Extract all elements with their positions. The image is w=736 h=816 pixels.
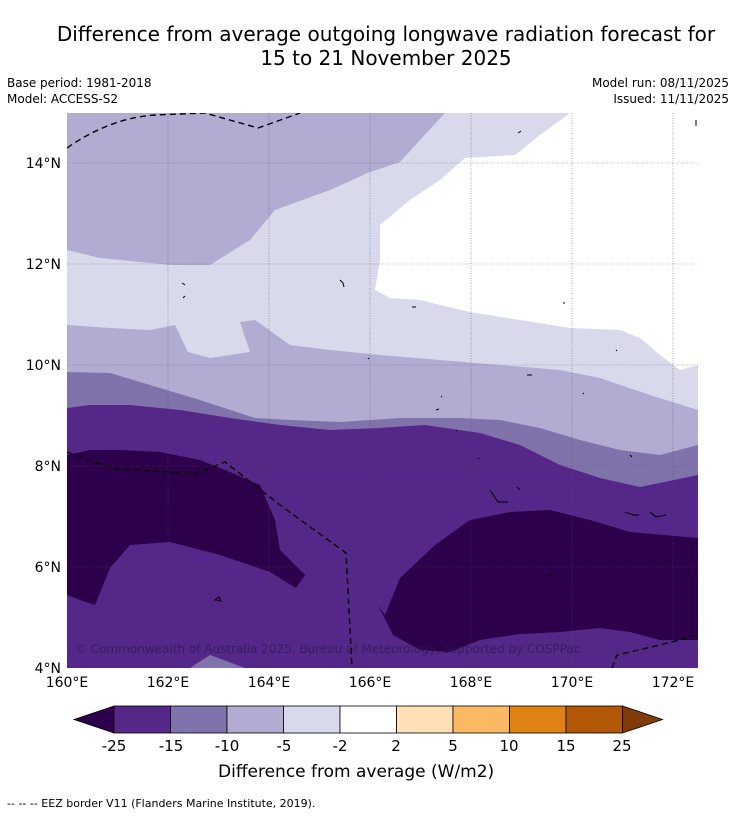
colorbar-segment — [452, 705, 510, 734]
colorbar-label: -25 — [101, 737, 127, 755]
colorbar-extend-min — [72, 705, 115, 734]
colorbar-label: -5 — [276, 737, 292, 755]
lat-tick-label: 14°N — [26, 156, 61, 172]
colorbar-segment — [283, 705, 341, 734]
colorbar-label: 10 — [499, 737, 519, 755]
lat-tick-label: 8°N — [35, 459, 61, 475]
eez-footnote: -- -- -- EEZ border V11 (Flanders Marine… — [7, 797, 316, 810]
colorbar-segment — [170, 705, 228, 734]
colorbar-label: 15 — [556, 737, 576, 755]
chart-title: Difference from average outgoing longwav… — [30, 22, 736, 70]
colorbar-segment — [509, 705, 567, 734]
colorbar-segment — [226, 705, 284, 734]
colorbar-segment — [113, 705, 171, 734]
chart-title-line1: Difference from average outgoing longwav… — [56, 22, 716, 46]
map-area: © Commonwealth of Australia 2025, Bureau… — [67, 113, 698, 668]
lon-tick-label: 168°E — [450, 675, 493, 691]
model-name: Model: ACCESS-S2 — [7, 92, 119, 106]
graticule — [67, 113, 698, 668]
eez-borders — [67, 113, 698, 668]
contour-below-minus25-west — [67, 450, 305, 605]
lat-tick-label: 12°N — [26, 257, 61, 273]
lat-tick-label: 4°N — [35, 661, 61, 677]
lon-tick-label: 162°E — [147, 675, 190, 691]
contour-below-minus25-east — [378, 510, 698, 652]
lon-tick-label: 172°E — [652, 675, 695, 691]
island — [213, 120, 697, 602]
contour-minus10-patch-south — [190, 655, 245, 668]
base-period: Base period: 1981-2018 — [7, 76, 152, 90]
meta-left: Base period: 1981-2018 Model: ACCESS-S2 — [7, 75, 152, 107]
copyright-notice: © Commonwealth of Australia 2025, Bureau… — [75, 642, 580, 656]
lon-tick-label: 160°E — [46, 675, 89, 691]
island — [181, 130, 565, 308]
colorbar-extend-max — [622, 705, 664, 734]
colorbar-label: 5 — [448, 737, 458, 755]
contour-near-average — [375, 113, 698, 370]
lat-tick-label: 6°N — [35, 560, 61, 576]
colorbar-segment — [339, 705, 397, 734]
colorbar-label: 25 — [612, 737, 632, 755]
colorbar-label: -15 — [158, 737, 184, 755]
colorbar-label: -10 — [214, 737, 240, 755]
colorbar-title: Difference from average (W/m2) — [218, 762, 495, 782]
colorbar-label: -2 — [332, 737, 348, 755]
lon-tick-label: 170°E — [551, 675, 594, 691]
colorbar-segment — [396, 705, 454, 734]
lon-tick-label: 166°E — [349, 675, 392, 691]
islands — [181, 120, 697, 602]
issued-date: Issued: 11/11/2025 — [613, 92, 729, 106]
chart-title-line2: 15 to 21 November 2025 — [260, 46, 512, 70]
meta-right: Model run: 08/11/2025 Issued: 11/11/2025 — [592, 75, 729, 107]
lon-tick-label: 164°E — [248, 675, 291, 691]
lat-tick-label: 10°N — [26, 358, 61, 374]
eez-border-north — [67, 113, 301, 149]
colorbar-segment — [565, 705, 623, 734]
colorbar-label: 2 — [391, 737, 401, 755]
eez-border-west — [67, 451, 353, 668]
colorbar — [72, 705, 664, 734]
model-run: Model run: 08/11/2025 — [591, 76, 729, 90]
